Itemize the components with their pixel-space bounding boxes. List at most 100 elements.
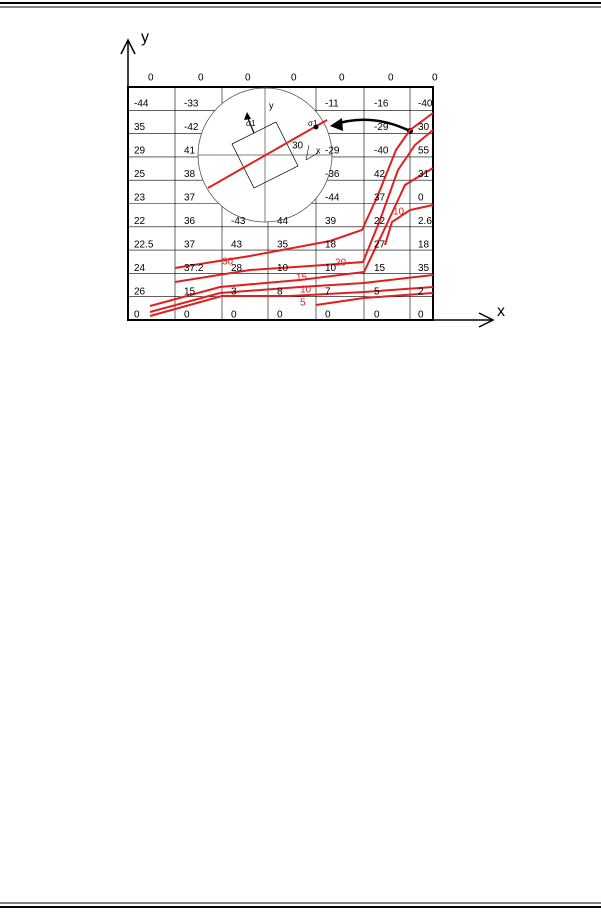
contour (174, 129, 434, 283)
cell-value: 29 (134, 146, 146, 157)
cell-value: 55 (418, 146, 430, 157)
cell-value: 15 (374, 263, 386, 274)
cell-value: -33 (184, 99, 199, 110)
cell-value: 2.6 (418, 216, 432, 227)
cell-value: -16 (374, 99, 389, 110)
cell-value: 38 (184, 169, 196, 180)
cell-value: 37.2 (184, 263, 204, 274)
cell-value: 5 (374, 287, 380, 298)
inset-label: σ1 (246, 119, 256, 128)
cell-value: -36 (325, 169, 340, 180)
cell-value: 0 (418, 193, 424, 204)
cell-value: 18 (418, 240, 430, 251)
inset-label: x (316, 145, 321, 155)
contour-label: 15 (296, 273, 308, 284)
contour (149, 274, 434, 313)
cell-value: 0 (325, 310, 331, 321)
cell-value: 31 (418, 169, 430, 180)
y-label: y (141, 29, 149, 46)
contour (315, 292, 434, 306)
cell-value: 10 (325, 263, 337, 274)
contour-label: 30 (222, 257, 234, 268)
cell-value: 18 (325, 240, 337, 251)
cell-value: 44 (277, 216, 289, 227)
cell-value: 36 (184, 216, 196, 227)
cell-value: 39 (325, 216, 337, 227)
cell-value: 0 (245, 73, 251, 84)
cell-value: -29 (374, 122, 389, 133)
cell-value: 0 (339, 73, 345, 84)
cell-value: 35 (277, 240, 289, 251)
cell-value: 22.5 (134, 240, 154, 251)
contour (149, 167, 434, 307)
contour-label: 5 (300, 298, 306, 309)
cell-value: 26 (134, 287, 146, 298)
cell-value: 42 (374, 169, 386, 180)
cell-value: 25 (134, 169, 146, 180)
cell-value: 24 (134, 263, 146, 274)
cell-value: 43 (231, 240, 243, 251)
cell-value: -44 (134, 99, 149, 110)
contour-label: 10 (393, 207, 405, 218)
cell-value: 37 (184, 240, 196, 251)
contour (384, 204, 434, 246)
cell-value: 0 (184, 310, 190, 321)
contour-label: 20 (335, 258, 347, 269)
cell-value: 15 (184, 287, 196, 298)
inset-label: σ1 (308, 119, 318, 128)
y-arrow (120, 38, 136, 55)
cell-value: 0 (432, 73, 438, 84)
cell-value: 0 (134, 310, 140, 321)
contour (174, 112, 434, 269)
cell-value: -11 (325, 99, 339, 110)
cell-value: 0 (374, 310, 380, 321)
point (313, 124, 319, 130)
cell-value: 2 (418, 287, 424, 298)
cell-value: 35 (418, 263, 430, 274)
cell-value: -40 (418, 99, 433, 110)
contour-label: 10 (300, 285, 312, 296)
x-arrow (478, 312, 495, 328)
cell-value: 0 (418, 310, 424, 321)
cell-value: -29 (325, 146, 340, 157)
cell-value: 28 (231, 263, 243, 274)
x-label: x (497, 303, 505, 320)
figure: y x σ1 σ1 y x 30 30 20 15 10 (120, 29, 505, 328)
cell-value: 0 (388, 73, 394, 84)
cell-value: -42 (184, 122, 199, 133)
sigma-arrowhead (244, 112, 251, 120)
cell-value: 10 (277, 263, 289, 274)
inset-label: 30 (292, 141, 304, 152)
principal-line (207, 119, 328, 189)
contour (149, 286, 434, 317)
cell-value: 23 (134, 193, 146, 204)
cell-value: 22 (134, 216, 146, 227)
inset-element (231, 121, 299, 189)
cell-value: 30 (418, 122, 430, 133)
cell-value: -44 (325, 193, 340, 204)
cell-value: 41 (184, 146, 196, 157)
cell-value: 22 (374, 216, 386, 227)
cell-value: 27 (374, 240, 386, 251)
cell-value: 0 (198, 73, 204, 84)
inset-label: y (269, 100, 274, 110)
transfer-arrowhead (330, 118, 343, 131)
cell-value: 0 (277, 310, 283, 321)
cell-value: 35 (134, 122, 146, 133)
cell-value: 7 (325, 287, 331, 298)
cell-value: -40 (374, 146, 389, 157)
transfer-arrow (332, 118, 411, 133)
cell-value: 0 (231, 310, 237, 321)
local-axes (305, 144, 319, 161)
cell-value: 0 (291, 73, 297, 84)
cell-value: 0 (148, 73, 154, 84)
cell-value: 3 (231, 287, 237, 298)
cell-value: -43 (231, 216, 246, 227)
cell-value: 37 (374, 193, 386, 204)
cell-value: 37 (184, 193, 196, 204)
cell-value: 8 (277, 287, 283, 298)
contours (149, 112, 434, 317)
